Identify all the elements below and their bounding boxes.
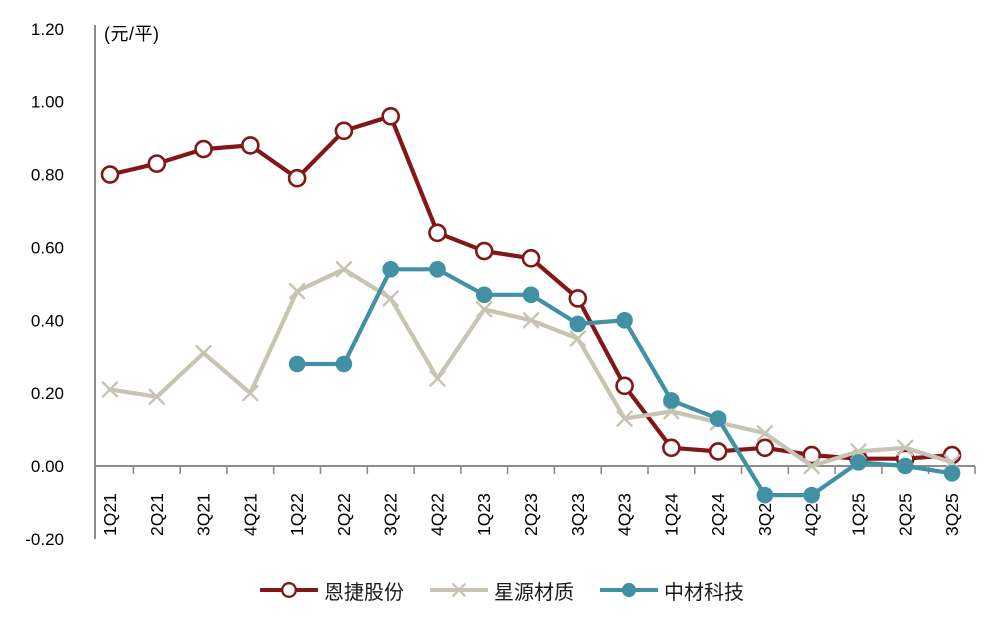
y-axis-tick-label: 1.20 [31, 20, 64, 39]
x-axis-tick-label: 3Q24 [755, 493, 775, 536]
x-axis-tick-label: 2Q21 [147, 493, 167, 536]
y-axis-tick-label: 0.20 [31, 384, 64, 403]
legend-item-3: 中材科技 [600, 576, 744, 605]
legend-circle-filled-sample-icon [600, 582, 658, 598]
filled-circle-marker-icon [803, 486, 820, 504]
x-axis-tick-label: 2Q25 [895, 493, 915, 536]
x-marker-icon [195, 344, 212, 362]
filled-circle-marker-icon [896, 457, 914, 475]
x-axis-tick-label: 1Q22 [287, 493, 307, 536]
x-axis-tick-label: 4Q22 [428, 493, 448, 536]
open-circle-marker-icon [281, 582, 297, 598]
open-circle-marker-icon [755, 438, 775, 458]
x-marker-icon [616, 410, 633, 427]
x-marker-icon [335, 261, 353, 278]
y-axis-tick-label: 0.60 [31, 238, 64, 257]
filled-circle-marker-icon [569, 315, 587, 333]
filled-circle-marker-icon [621, 582, 637, 598]
filled-circle-marker-icon [663, 392, 680, 409]
legend-label-3: 中材科技 [664, 581, 744, 604]
legend-label-1: 恩捷股份 [324, 581, 404, 604]
y-axis-tick-label: -0.20 [25, 530, 64, 549]
x-axis-tick-label: 2Q24 [708, 493, 728, 536]
open-circle-marker-icon [615, 376, 634, 396]
x-axis-tick-label: 3Q21 [194, 493, 214, 536]
open-circle-marker-icon [334, 121, 354, 141]
filled-circle-marker-icon [850, 454, 867, 471]
x-axis-tick-label: 1Q25 [849, 493, 869, 536]
open-circle-marker-icon [708, 442, 728, 461]
x-axis-tick-label: 1Q24 [661, 493, 681, 536]
unit-label: (元/平) [104, 24, 160, 44]
series-line-3 [288, 260, 961, 504]
x-marker-icon [803, 457, 820, 475]
x-axis-tick-label: 3Q25 [942, 493, 962, 536]
x-marker-icon [756, 425, 774, 442]
x-axis-tick-label: 1Q23 [474, 493, 494, 536]
x-marker-icon [897, 439, 914, 456]
filled-circle-marker-icon [335, 355, 353, 373]
filled-circle-marker-icon [429, 260, 446, 278]
x-axis-tick-label: 3Q23 [568, 493, 588, 536]
y-axis-tick-label: 0.00 [31, 457, 64, 476]
legend-label-2: 星源材质 [494, 581, 574, 604]
x-axis-tick-label: 4Q24 [802, 493, 822, 536]
open-circle-marker-icon [100, 165, 120, 184]
legend-circle-open-sample-icon [260, 582, 318, 598]
x-axis-tick-label: 2Q23 [521, 493, 541, 536]
filled-circle-marker-icon [756, 486, 774, 504]
x-marker-icon [288, 282, 306, 300]
open-circle-marker-icon [147, 154, 167, 173]
x-marker-icon [522, 312, 540, 329]
filled-circle-marker-icon [943, 464, 961, 482]
filled-circle-marker-icon [709, 410, 727, 427]
x-axis-tick-label: 1Q21 [100, 493, 120, 536]
x-axis-tick-label: 4Q23 [615, 493, 635, 536]
open-circle-marker-icon [521, 249, 541, 268]
open-circle-marker-icon [194, 139, 213, 159]
y-axis-tick-label: 1.00 [31, 93, 64, 112]
x-marker-icon [452, 583, 466, 597]
open-circle-marker-icon [662, 438, 681, 458]
x-marker-icon [382, 290, 399, 307]
y-axis-tick-label: 0.40 [31, 311, 64, 330]
x-marker-icon [569, 330, 586, 347]
open-circle-marker-icon [287, 168, 307, 188]
open-circle-marker-icon [568, 289, 588, 308]
filled-circle-marker-icon [522, 286, 540, 304]
open-circle-marker-icon [428, 223, 447, 243]
legend-item-2: 星源材质 [430, 576, 574, 605]
filled-circle-marker-icon [382, 260, 399, 278]
legend-item-1: 恩捷股份 [260, 576, 404, 605]
x-marker-icon [242, 384, 259, 402]
legend-x-cross-sample-icon [430, 583, 488, 597]
chart-canvas: 1.20 1.00 0.80 0.60 0.40 0.20 0.00 -0.20 1Q21 2Q2… [25, 20, 976, 549]
legend: 恩捷股份 星源材质 中材科技 [0, 570, 1004, 610]
filled-circle-marker-icon [288, 355, 306, 373]
filled-circle-marker-icon [475, 286, 493, 304]
x-marker-icon [148, 388, 165, 405]
open-circle-marker-icon [241, 136, 260, 155]
x-marker-icon [476, 301, 493, 318]
x-marker-icon [101, 381, 119, 398]
x-axis-ticks [94, 466, 976, 474]
y-axis-tick-label: 0.80 [31, 166, 64, 185]
x-marker-icon [429, 370, 446, 387]
x-axis-tick-label: 2Q22 [334, 493, 354, 536]
open-circle-marker-icon [381, 106, 400, 126]
filled-circle-marker-icon [616, 311, 633, 329]
open-circle-marker-icon [474, 241, 494, 261]
open-circle-marker-icon [802, 445, 822, 465]
x-axis-tick-label: 3Q22 [381, 493, 401, 536]
x-axis-tick-label: 4Q21 [240, 493, 260, 536]
